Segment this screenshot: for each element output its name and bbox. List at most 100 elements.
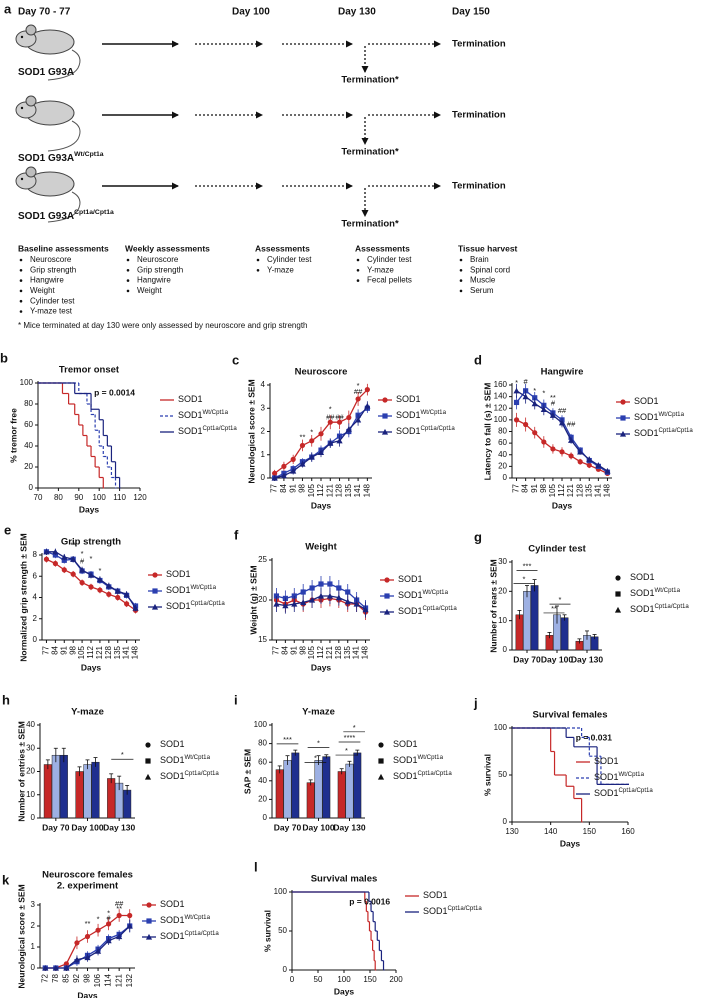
legend-label: SOD1 [423, 890, 448, 900]
legend-label-sup: Wt/Cpt1a [185, 754, 211, 761]
significance-mark: ** [116, 904, 122, 913]
bullet [356, 258, 360, 262]
bar [523, 591, 531, 651]
legend-label-main: SOD1 [630, 588, 655, 598]
data-point [531, 400, 538, 407]
group-label-sup: Wt/Cpt1a [74, 151, 104, 158]
x-tick-label: 105 [548, 483, 557, 497]
bullet [19, 310, 23, 313]
legend-label-main: SOD1 [398, 590, 423, 600]
legend-marker [382, 413, 388, 419]
significance-mark: * [542, 389, 545, 398]
data-point [308, 596, 316, 603]
y-tick-label: 10 [26, 790, 35, 799]
legend-marker [614, 606, 622, 613]
assessment-item: Y-maze [367, 265, 394, 274]
data-point [362, 606, 369, 613]
y-tick-label: 100 [274, 887, 288, 896]
legend-label: SOD1Wt/Cpt1a [166, 584, 217, 595]
legend-label-main: SOD1 [396, 426, 421, 436]
legend-label: SOD1Cpt1a/Cpt1a [393, 770, 452, 781]
data-point [272, 470, 278, 476]
legend-marker [146, 902, 152, 908]
panel-label: i [234, 692, 238, 707]
legend-label-main: SOD1 [423, 890, 448, 900]
legend-label: SOD1 [396, 394, 421, 404]
series-line [516, 390, 608, 472]
data-point [97, 587, 103, 593]
significance-mark: * [97, 915, 100, 924]
data-point [280, 472, 288, 479]
bullet [19, 299, 23, 303]
legend-label: SOD1Wt/Cpt1a [393, 754, 444, 765]
p-value: p = 0.031 [576, 732, 612, 742]
y-tick-label: 40 [26, 720, 35, 729]
x-tick-label: 150 [583, 827, 597, 836]
y-tick-label: 40 [258, 776, 267, 785]
data-point [299, 460, 306, 467]
y-tick-label: 50 [278, 926, 287, 935]
significance-mark: * [314, 753, 317, 762]
x-tick-label: 91 [59, 645, 68, 654]
chart-title: Cylinder test [528, 544, 586, 555]
bullet [459, 289, 463, 293]
assessment-item: Fecal pellets [367, 276, 412, 285]
data-point [541, 439, 547, 445]
x-tick-label: 91 [530, 483, 539, 492]
assessment-item: Serum [470, 286, 494, 295]
assessment-title: Tissue harvest [458, 243, 518, 253]
termination: Termination [452, 110, 506, 121]
data-point [327, 419, 333, 425]
mouse-icon [15, 95, 81, 152]
data-point [327, 440, 334, 446]
bullet [19, 258, 23, 262]
data-point [123, 591, 130, 597]
data-point [70, 556, 77, 562]
x-tick-label: 141 [593, 483, 602, 497]
y-tick-label: 40 [24, 441, 33, 450]
data-point [106, 921, 112, 927]
y-tick-label: 8 [33, 550, 38, 559]
y-tick-label: 3 [31, 900, 36, 909]
y-tick-label: 20 [24, 462, 33, 471]
x-tick-label: Day 100 [541, 654, 573, 664]
x-tick-label: 72 [40, 973, 49, 982]
x-tick-label: Day 100 [71, 822, 103, 832]
significance-mark: # [524, 377, 529, 386]
legend-marker [382, 397, 388, 403]
data-point [513, 387, 520, 394]
x-tick-label: 100 [93, 493, 107, 502]
x-tick-label: 80 [54, 493, 63, 502]
data-point [52, 964, 59, 971]
x-tick-label: 148 [361, 645, 370, 659]
group-label-main: SOD1 G93A [18, 153, 74, 164]
bar [322, 756, 331, 819]
legend-label: SOD1Cpt1a/Cpt1a [423, 905, 482, 916]
y-tick-label: 0 [503, 817, 508, 826]
data-point [291, 600, 298, 607]
data-point [79, 580, 85, 586]
bullet [256, 269, 260, 272]
y-tick-label: 60 [258, 757, 267, 766]
y-axis-label: Normalized grip strength ± SEM [18, 533, 28, 661]
data-point [353, 600, 360, 607]
legend-label-sup: Wt/Cpt1a [655, 587, 681, 594]
bar [283, 760, 292, 819]
legend-label: SOD1Cpt1a/Cpt1a [594, 787, 653, 798]
data-point [94, 948, 102, 954]
data-point [326, 592, 334, 599]
legend-label-sup: Wt/Cpt1a [619, 771, 645, 778]
data-point [318, 581, 324, 587]
x-tick-label: 90 [74, 493, 83, 502]
x-tick-label: 112 [316, 645, 325, 658]
data-point [540, 406, 547, 413]
mouse-icon [15, 24, 81, 81]
x-tick-label: 105 [77, 645, 86, 659]
data-point [595, 462, 602, 468]
y-tick-label: 2 [33, 614, 38, 623]
x-tick-label: 200 [389, 975, 403, 984]
data-point [290, 456, 296, 462]
bar [91, 761, 100, 819]
y-axis-label: Latency to fall (s) ± SEM [482, 383, 492, 481]
